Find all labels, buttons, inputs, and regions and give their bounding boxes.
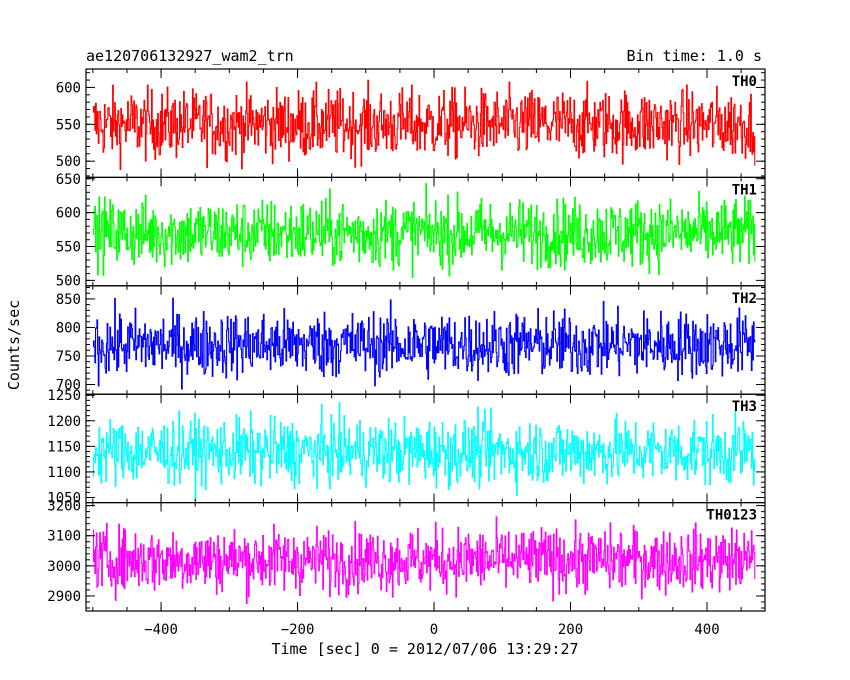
panel-th0: 500 550 600 TH0 (56, 68, 766, 179)
x-axis-title: Time [sec] 0 = 2012/07/06 13:29:27 (271, 640, 578, 658)
y-tick-label: 550 (56, 117, 81, 133)
y-tick-label: 3000 (47, 559, 81, 575)
y-axis-title: Counts/sec (5, 300, 23, 390)
panel-label: TH2 (732, 291, 757, 307)
y-tick-label: 3200 (47, 499, 81, 515)
y-tick-label: 1150 (47, 439, 81, 455)
panel-th3: 1050 1100 1150 1200 1250 TH3 (47, 388, 766, 506)
panel-frame (85, 502, 766, 612)
y-tick-label: 850 (56, 292, 81, 308)
chart-title: ae120706132927_wam2_trn (86, 47, 294, 65)
y-tick-label: 1250 (47, 388, 81, 404)
y-tick-label: 500 (56, 273, 81, 289)
x-tick-label: 0 (430, 622, 438, 638)
series-th2 (92, 297, 756, 390)
y-tick-label: 500 (56, 154, 81, 170)
panel-label: TH0123 (706, 508, 757, 524)
y-tick-label: 1200 (47, 414, 81, 430)
series-th1 (92, 183, 756, 278)
panel-th2: 700 750 800 850 TH2 (56, 285, 766, 395)
y-tick-label: 600 (56, 80, 81, 96)
y-tick-label: 750 (56, 349, 81, 365)
y-tick-label: 1050 (47, 490, 81, 506)
y-tick-label: 1100 (47, 465, 81, 481)
y-tick-label: 3100 (47, 529, 81, 545)
series-th3 (92, 402, 756, 502)
y-tick-label: 650 (56, 172, 81, 188)
x-tick-label: 400 (694, 622, 719, 638)
bin-time-label: Bin time: 1.0 s (627, 47, 762, 65)
series-th0123 (92, 516, 756, 604)
series-th0 (92, 79, 756, 170)
y-tick-label: 2900 (47, 589, 81, 605)
y-tick-label: 600 (56, 206, 81, 222)
y-tick-label: 550 (56, 240, 81, 256)
panel-label: TH3 (732, 399, 757, 415)
panel-th0123: 2900 3000 3100 3200 TH0123 (47, 499, 766, 612)
panels-group: 500 550 600 TH0 500 550 600 650 TH1 700 750 800 850 T… (47, 68, 766, 638)
panel-label: TH0 (732, 74, 757, 90)
panel-label: TH1 (732, 182, 757, 198)
x-tick-label: 200 (558, 622, 583, 638)
y-tick-label: 700 (56, 378, 81, 394)
panel-th1: 500 550 600 650 TH1 (56, 172, 766, 289)
x-tick-label: −200 (281, 622, 315, 638)
y-tick-label: 800 (56, 320, 81, 336)
x-tick-label: −400 (144, 622, 178, 638)
